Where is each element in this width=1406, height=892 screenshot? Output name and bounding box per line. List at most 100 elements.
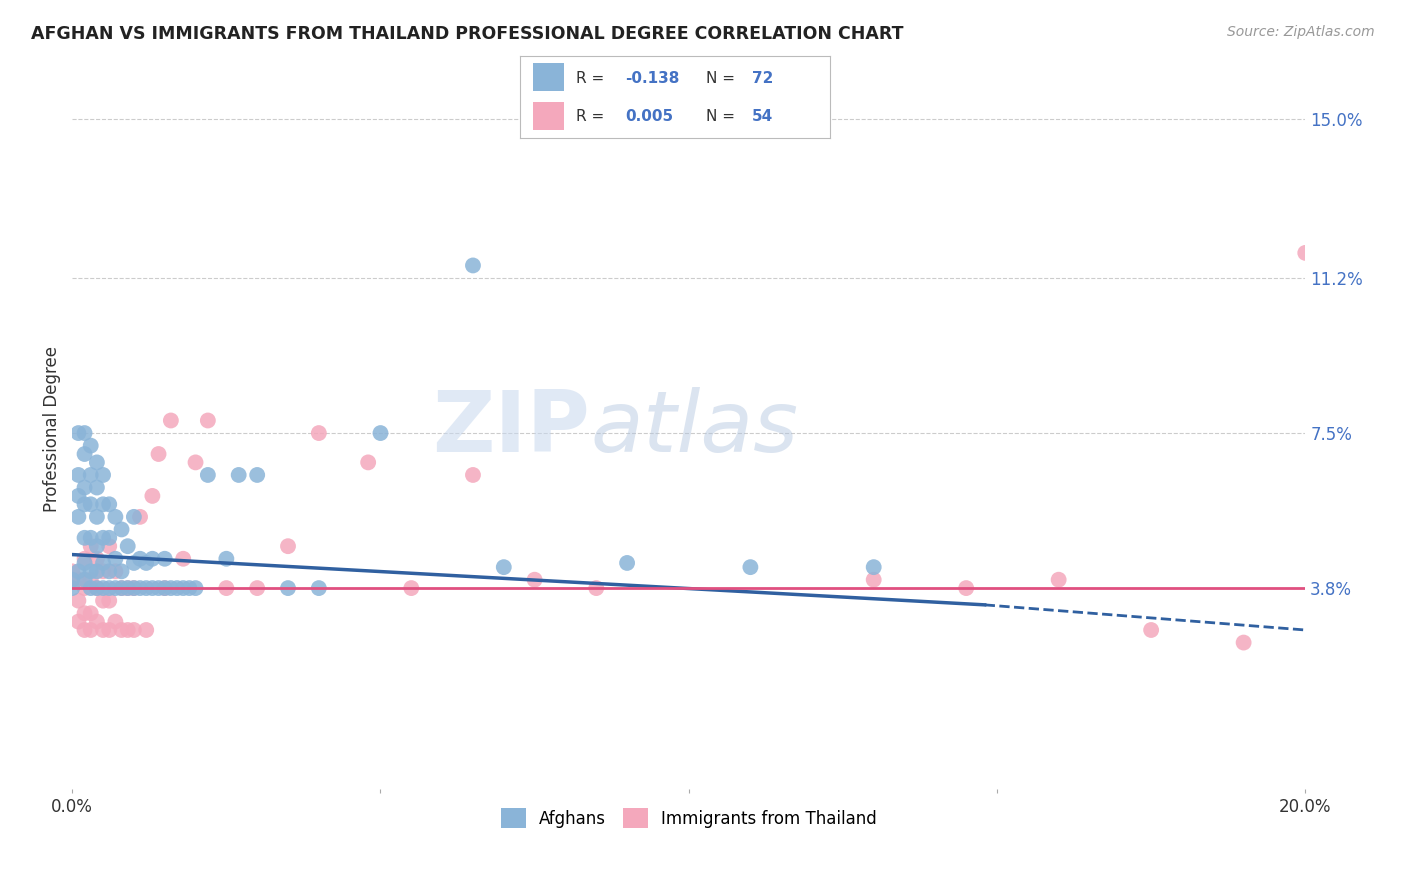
Point [1140, 623, 1163, 637]
Text: R =: R = [576, 109, 609, 124]
Text: 72: 72 [752, 70, 773, 86]
Point [461, 467, 484, 482]
Point [91, 581, 114, 595]
Point [80, 573, 103, 587]
Point [110, 623, 132, 637]
Point [160, 413, 183, 427]
Point [73, 531, 96, 545]
Text: 54: 54 [752, 109, 773, 124]
Point [86, 551, 108, 566]
Point [86, 581, 108, 595]
Point [246, 467, 269, 482]
Point [86, 565, 108, 579]
Point [1294, 246, 1316, 260]
Point [401, 581, 423, 595]
Point [98, 539, 121, 553]
Point [129, 581, 152, 595]
Point [184, 581, 207, 595]
Point [370, 425, 392, 440]
Point [197, 467, 219, 482]
Point [153, 581, 176, 595]
Point [141, 551, 163, 566]
Point [86, 509, 108, 524]
Legend: Afghans, Immigrants from Thailand: Afghans, Immigrants from Thailand [494, 801, 883, 835]
Point [98, 593, 121, 607]
Point [80, 531, 103, 545]
Point [60, 573, 83, 587]
Point [91, 556, 114, 570]
Point [862, 560, 884, 574]
Point [117, 581, 139, 595]
Point [80, 539, 103, 553]
Point [80, 565, 103, 579]
Point [492, 560, 515, 574]
Point [73, 481, 96, 495]
Point [104, 509, 127, 524]
Point [67, 467, 90, 482]
Point [67, 489, 90, 503]
Point [523, 573, 546, 587]
Point [117, 539, 139, 553]
Point [166, 581, 188, 595]
Point [73, 623, 96, 637]
Point [110, 581, 132, 595]
Text: ZIP: ZIP [433, 387, 591, 470]
Point [73, 556, 96, 570]
Point [585, 581, 607, 595]
Point [141, 489, 163, 503]
Point [153, 581, 176, 595]
Point [110, 581, 132, 595]
Point [122, 581, 145, 595]
Point [110, 565, 132, 579]
Point [104, 615, 127, 629]
Text: Source: ZipAtlas.com: Source: ZipAtlas.com [1227, 25, 1375, 39]
Point [122, 509, 145, 524]
Point [104, 565, 127, 579]
Point [228, 467, 250, 482]
Point [308, 425, 330, 440]
Point [148, 447, 170, 461]
Point [80, 439, 103, 453]
Point [60, 581, 83, 595]
Point [197, 413, 219, 427]
Text: 0.005: 0.005 [626, 109, 673, 124]
Point [153, 551, 176, 566]
Point [141, 581, 163, 595]
Point [160, 581, 183, 595]
Point [135, 556, 157, 570]
Point [148, 581, 170, 595]
Point [67, 615, 90, 629]
Point [91, 623, 114, 637]
FancyBboxPatch shape [533, 103, 564, 130]
Text: R =: R = [576, 70, 609, 86]
Point [73, 497, 96, 511]
Point [60, 565, 83, 579]
Point [1047, 573, 1070, 587]
Point [357, 455, 380, 469]
Point [955, 581, 977, 595]
FancyBboxPatch shape [533, 62, 564, 91]
Point [179, 581, 201, 595]
Point [616, 556, 638, 570]
Point [60, 573, 83, 587]
Point [1233, 635, 1256, 649]
Point [122, 556, 145, 570]
Point [86, 481, 108, 495]
Point [215, 581, 238, 595]
Text: AFGHAN VS IMMIGRANTS FROM THAILAND PROFESSIONAL DEGREE CORRELATION CHART: AFGHAN VS IMMIGRANTS FROM THAILAND PROFE… [31, 25, 904, 43]
Point [98, 581, 121, 595]
Point [461, 259, 484, 273]
Point [67, 573, 90, 587]
Point [91, 497, 114, 511]
Point [67, 425, 90, 440]
Point [862, 573, 884, 587]
Point [129, 551, 152, 566]
Point [135, 623, 157, 637]
Point [73, 573, 96, 587]
Point [73, 551, 96, 566]
Point [73, 581, 96, 595]
Point [98, 497, 121, 511]
Point [172, 551, 194, 566]
Point [80, 467, 103, 482]
Point [86, 539, 108, 553]
